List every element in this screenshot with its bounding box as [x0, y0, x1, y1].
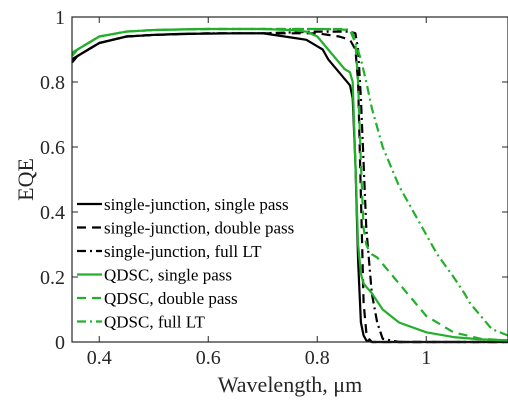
legend-label-6: QDSC, full LT: [104, 313, 206, 332]
y-tick-label: 0.8: [40, 72, 65, 94]
plot-frame: [71, 16, 508, 343]
legend-label-1: single-junction, single pass: [104, 195, 289, 214]
x-axis-label: Wavelength, μm: [218, 372, 362, 397]
y-tick-label: 1: [55, 7, 65, 29]
legend-label-2: single-junction, double pass: [104, 219, 294, 238]
legend-label-3: single-junction, full LT: [104, 242, 262, 261]
y-axis-label: EQE: [13, 158, 38, 201]
y-tick-label: 0.4: [40, 202, 65, 224]
series-line-3: [71, 30, 508, 344]
y-tick-label: 0: [55, 332, 65, 354]
y-tick-label: 0.2: [40, 267, 65, 289]
data-series-group: [71, 27, 508, 344]
x-tick-label: 0.8: [305, 347, 330, 369]
x-tick-label: 0.4: [87, 347, 112, 369]
series-line-6: [71, 27, 508, 337]
x-tick-label: 1: [421, 347, 431, 369]
series-line-2: [71, 32, 508, 344]
y-tick-label: 0.6: [40, 137, 65, 159]
x-tick-label: 0.6: [196, 347, 221, 369]
legend: single-junction, single pass single-junct…: [77, 195, 294, 332]
axis-ticks-group: [72, 16, 508, 343]
legend-label-4: QDSC, single pass: [104, 266, 232, 285]
legend-label-5: QDSC, double pass: [104, 289, 238, 308]
tick-labels-group: 0.4 0.6 0.8 1 0 0.2 0.4 0.6 0.8 1: [40, 7, 431, 369]
